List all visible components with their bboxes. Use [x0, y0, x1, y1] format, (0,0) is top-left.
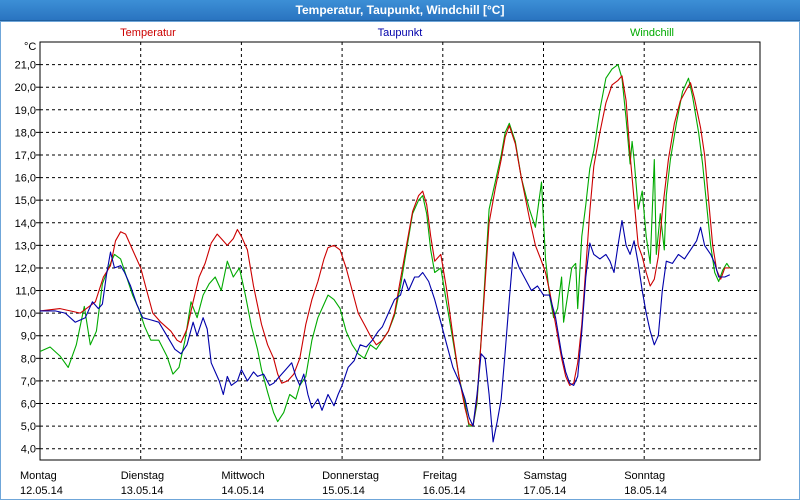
legend-label-temperatur: Temperatur — [120, 27, 176, 39]
y-tick-label: 16,0 — [15, 173, 36, 185]
y-tick-label: 19,0 — [15, 105, 36, 117]
legend-label-windchill: Windchill — [630, 27, 674, 39]
y-tick-label: 11,0 — [15, 286, 36, 298]
series-group — [40, 64, 731, 443]
plot-area — [39, 41, 761, 461]
legend: Temperatur Taupunkt Windchill — [120, 27, 674, 39]
series-line-temperatur — [40, 75, 730, 427]
y-tick-label: 10,0 — [15, 308, 36, 320]
window-title: Temperatur, Taupunkt, Windchill [°C] — [0, 0, 800, 21]
x-tick-day: Freitag — [423, 470, 457, 482]
legend-label-taupunkt: Taupunkt — [378, 27, 423, 39]
x-tick-day: Sonntag — [624, 470, 665, 482]
y-tick-label: 7,0 — [21, 376, 36, 388]
x-tick-date: 12.05.14 — [20, 485, 63, 497]
series-line-taupunkt — [40, 219, 731, 443]
x-tick-day: Donnerstag — [322, 470, 379, 482]
y-tick-label: 12,0 — [15, 263, 36, 275]
series-line-windchill — [40, 64, 731, 427]
x-tick-date: 17.05.14 — [523, 485, 566, 497]
y-tick-label: 13,0 — [15, 240, 36, 252]
y-tick-label: 9,0 — [21, 331, 36, 343]
x-axis: Montag 12.05.14 Dienstag 13.05.14 Mittwoch 14… — [20, 470, 667, 497]
x-tick-day: Mittwoch — [221, 470, 264, 482]
y-tick-label: 15,0 — [15, 195, 36, 207]
y-tick-label: 17,0 — [15, 150, 36, 162]
x-tick-date: 18.05.14 — [624, 485, 667, 497]
y-tick-label: 5,0 — [21, 421, 36, 433]
x-tick-day: Montag — [20, 470, 57, 482]
y-tick-label: 6,0 — [21, 399, 36, 411]
y-tick-label: 21,0 — [15, 60, 36, 72]
y-axis-unit: °C — [24, 41, 36, 53]
y-axis: °C 4,0 5,0 6,0 7,0 8,0 9,0 10,0 11,0 12,0 13,0 14,… — [15, 41, 40, 456]
y-tick-label: 8,0 — [21, 353, 36, 365]
y-tick-label: 4,0 — [21, 444, 36, 456]
x-tick-day: Samstag — [523, 470, 566, 482]
y-tick-label: 18,0 — [15, 127, 36, 139]
x-tick-date: 15.05.14 — [322, 485, 365, 497]
x-tick-date: 13.05.14 — [121, 485, 164, 497]
x-tick-day: Dienstag — [121, 470, 164, 482]
y-tick-label: 20,0 — [15, 82, 36, 94]
x-tick-date: 16.05.14 — [423, 485, 466, 497]
y-tick-label: 14,0 — [15, 218, 36, 230]
x-tick-date: 14.05.14 — [221, 485, 264, 497]
